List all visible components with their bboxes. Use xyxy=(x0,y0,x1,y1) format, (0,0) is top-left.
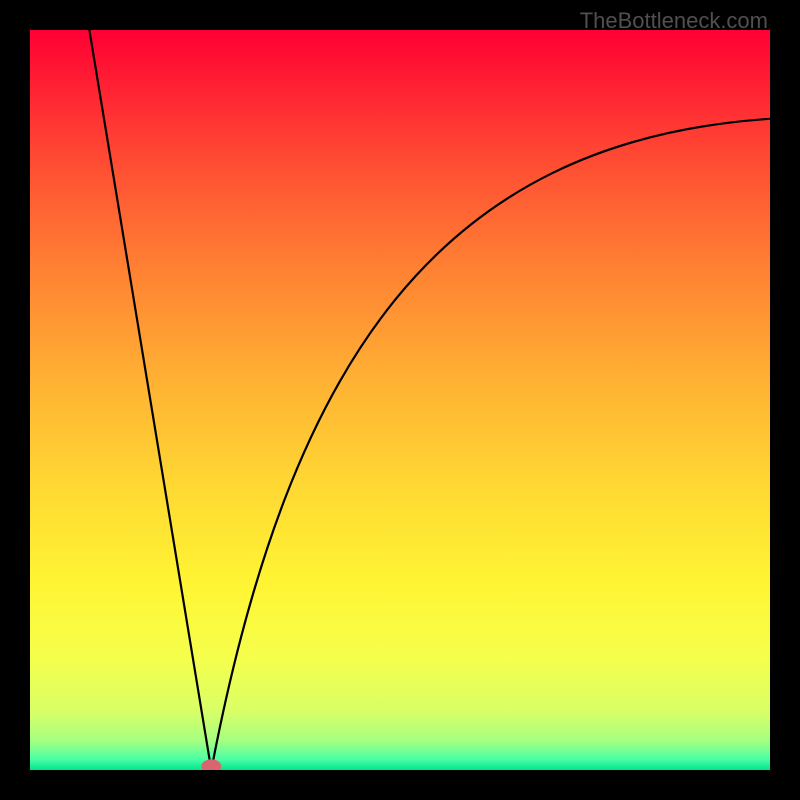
watermark-text: TheBottleneck.com xyxy=(580,8,768,34)
plot-area xyxy=(30,30,770,770)
curve-layer xyxy=(30,30,770,770)
dip-marker xyxy=(201,759,221,770)
bottleneck-curve xyxy=(83,30,770,770)
